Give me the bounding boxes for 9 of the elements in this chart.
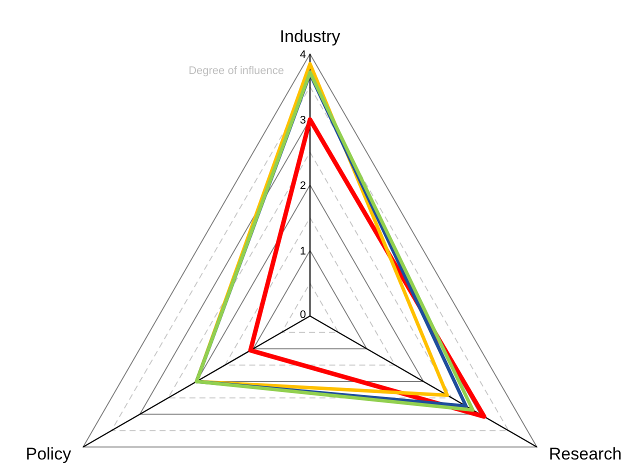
spoke-label: Industry bbox=[280, 27, 341, 46]
spoke-label: Policy bbox=[26, 444, 72, 464]
y-tick-label: 4 bbox=[300, 49, 306, 62]
y-tick-label: 2 bbox=[300, 180, 306, 192]
y-tick-label: 3 bbox=[300, 114, 306, 127]
y-tick-label: 0 bbox=[300, 309, 306, 322]
y-tick-label: 1 bbox=[300, 246, 306, 258]
text: Degree of influence bbox=[188, 65, 284, 78]
spoke-label: Research bbox=[548, 444, 622, 464]
